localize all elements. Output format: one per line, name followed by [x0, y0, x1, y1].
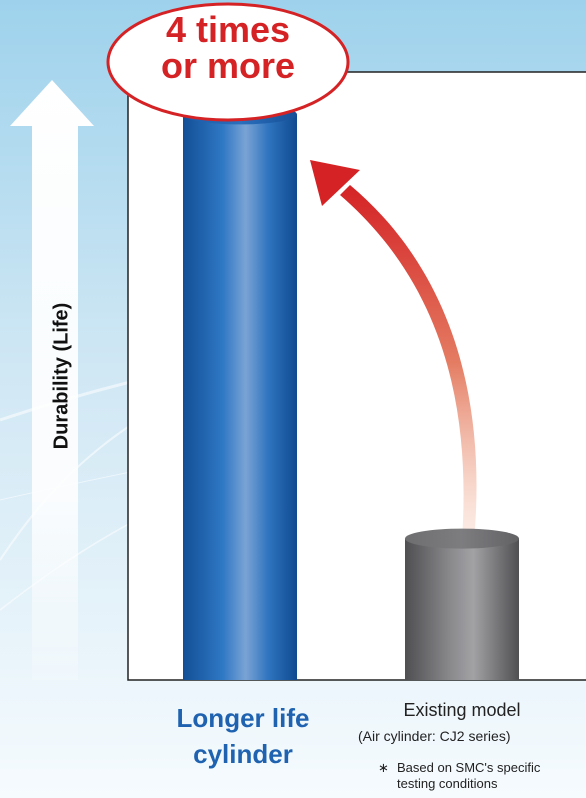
y-axis-arrow: [10, 80, 94, 680]
category-label-line-2: cylinder: [193, 739, 293, 769]
category-sublabel-existing-model: (Air cylinder: CJ2 series): [358, 728, 511, 744]
footnote-marker: ∗: [378, 760, 389, 775]
annotation-text: 4 times or more: [118, 12, 338, 84]
footnote-line-1: Based on SMC's specific: [397, 760, 541, 775]
annotation-bubble: [106, 2, 350, 122]
annotation-line-2: or more: [160, 45, 296, 86]
bar-longer-life-cylinder: [183, 114, 297, 681]
category-label-line-1: Longer life: [176, 703, 310, 733]
category-label-existing-model: Existing model: [403, 700, 521, 720]
category-label-longer-life: Longer life cylinder: [128, 700, 358, 772]
growth-arrow: [310, 160, 477, 540]
footnote-line-2: testing conditions: [397, 776, 498, 791]
bar-top-existing-model: [405, 528, 519, 549]
annotation-line-1: 4 times: [165, 9, 291, 50]
bar-existing-model: [405, 538, 519, 680]
